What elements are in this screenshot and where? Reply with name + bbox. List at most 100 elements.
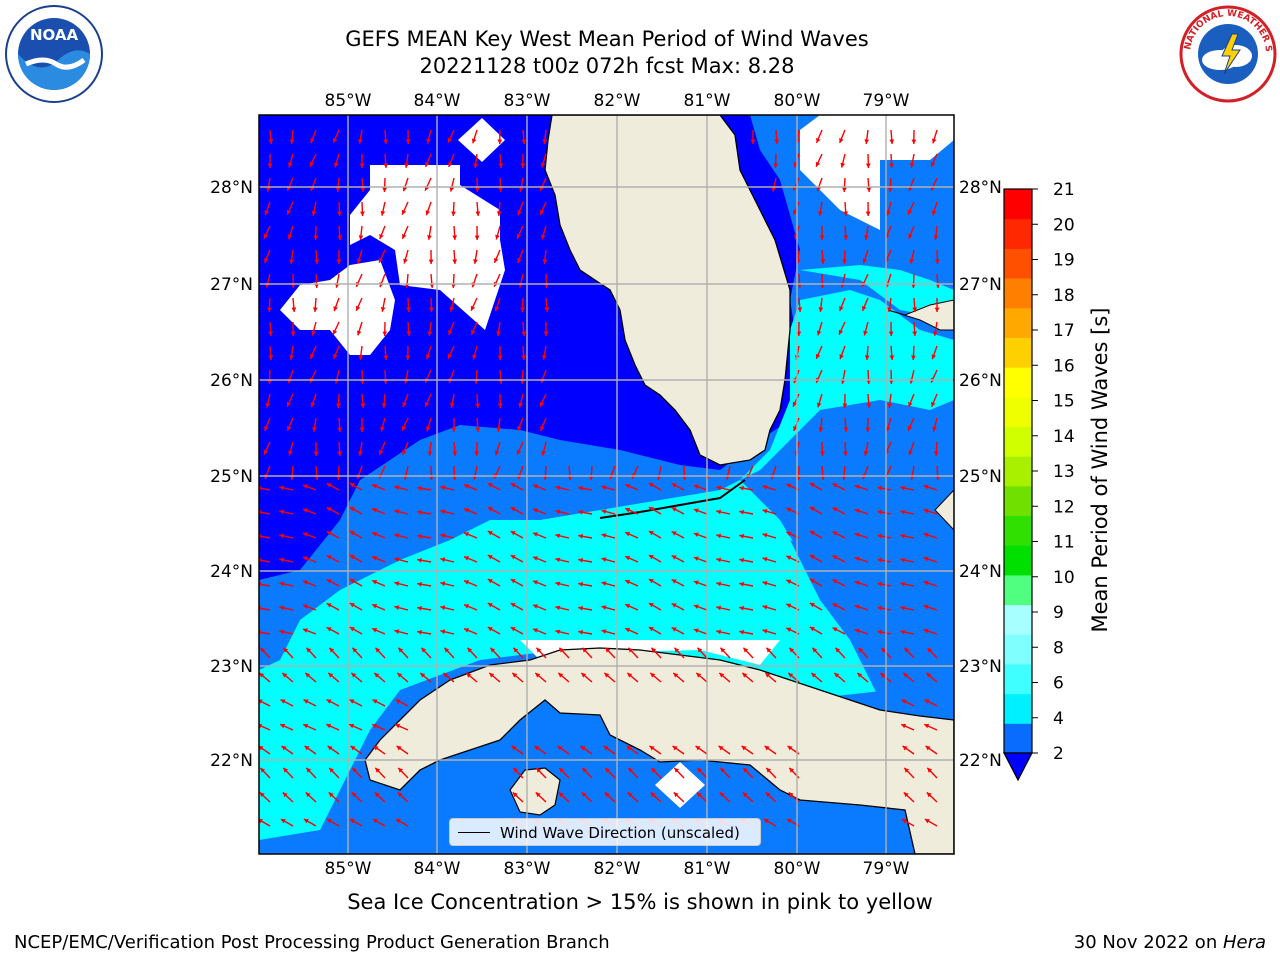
wind-wave-arrowhead <box>693 604 699 609</box>
wind-wave-arrowhead <box>379 234 384 240</box>
wind-wave-arrowhead <box>786 483 792 489</box>
wind-wave-arrowhead <box>312 427 317 432</box>
wind-wave-arrowhead <box>497 139 503 144</box>
wind-wave-arrowhead <box>394 605 400 610</box>
wind-wave-arrowhead <box>394 533 400 538</box>
wind-wave-arrowhead <box>788 792 794 798</box>
wind-wave-arrowhead <box>464 604 470 609</box>
wind-wave-arrowhead <box>426 138 431 144</box>
wind-wave-arrowhead <box>934 307 940 312</box>
colorbar-segment <box>1004 574 1032 606</box>
colorbar-segment <box>1004 545 1032 576</box>
wind-wave-arrowhead <box>333 353 338 359</box>
wind-wave-arrowhead <box>819 235 825 240</box>
wind-wave-arrowhead <box>305 792 311 798</box>
wind-wave-arrowhead <box>693 532 699 537</box>
wind-wave-arrowhead <box>603 745 609 751</box>
lat-tick-label: 22°N <box>959 751 1002 771</box>
wind-wave-arrowhead <box>909 162 915 168</box>
colorbar-segment <box>1004 396 1032 427</box>
colorbar-tick-label: 17 <box>1053 321 1075 341</box>
wind-wave-arrowhead <box>743 647 749 653</box>
wind-wave-arrowhead <box>304 745 310 751</box>
wind-wave-arrowhead <box>581 792 587 798</box>
isla-juventud-land <box>509 767 561 816</box>
wind-wave-arrowhead <box>809 627 815 632</box>
wind-wave-arrowhead <box>815 161 821 167</box>
wind-wave-arrowhead <box>464 580 470 585</box>
wind-wave-arrowhead <box>719 792 725 798</box>
wind-wave-arrowhead <box>510 555 516 560</box>
wind-wave-arrowhead <box>417 557 422 563</box>
wind-wave-arrowhead <box>406 331 412 336</box>
wind-wave-arrowhead <box>786 555 792 561</box>
run-host: Hera <box>1222 932 1266 953</box>
wind-wave-arrowhead <box>512 792 518 798</box>
wind-wave-arrowhead <box>582 767 588 773</box>
wind-wave-arrowhead <box>402 402 407 408</box>
colorbar-tick-label: 18 <box>1053 286 1075 306</box>
wind-wave-arrowhead <box>398 767 404 773</box>
wind-wave-arrowhead <box>718 745 724 751</box>
wind-wave-arrowhead <box>858 647 864 653</box>
colorbar-tick-label: 16 <box>1053 356 1075 376</box>
wind-wave-arrowhead <box>743 767 749 773</box>
lon-tick-label: 81°W <box>684 859 731 879</box>
wind-wave-arrowhead <box>843 211 849 216</box>
wind-wave-arrowhead <box>302 604 308 609</box>
wind-wave-arrowhead <box>312 307 318 312</box>
wind-wave-arrowhead <box>907 425 913 431</box>
wind-wave-arrowhead <box>349 555 355 560</box>
lon-tick-label: 85°W <box>325 91 372 111</box>
wind-wave-arrowhead <box>816 330 822 336</box>
wind-wave-arrowhead <box>449 306 455 312</box>
wind-wave-arrowhead <box>835 647 841 653</box>
wind-wave-arrowhead <box>671 603 677 608</box>
wind-wave-arrowhead <box>818 307 824 312</box>
wind-wave-arrowhead <box>447 353 453 359</box>
wind-wave-arrowhead <box>877 557 883 563</box>
colorbar-segment <box>1004 485 1032 517</box>
wind-wave-arrowhead <box>279 533 285 539</box>
wind-wave-arrowhead <box>536 767 542 773</box>
wind-wave-arrowhead <box>283 647 289 653</box>
florida-keys <box>599 479 746 519</box>
wind-wave-arrowhead <box>578 557 583 563</box>
wind-wave-arrowhead <box>382 331 388 336</box>
wind-wave-arrowhead <box>494 257 499 263</box>
no-data-region <box>655 762 705 808</box>
wind-wave-arrowhead <box>558 672 564 678</box>
wind-wave-arrowhead <box>671 531 677 536</box>
wind-wave-arrowhead <box>580 745 586 751</box>
wind-wave-arrowhead <box>812 647 818 653</box>
wind-wave-arrowhead <box>268 355 274 360</box>
wind-wave-arrowhead <box>440 533 446 539</box>
wind-wave-arrowhead <box>843 427 849 432</box>
lon-tick-label: 79°W <box>863 859 910 879</box>
wind-wave-arrowhead <box>716 509 722 515</box>
wind-wave-arrowhead <box>263 449 269 455</box>
wind-wave-arrowhead <box>766 647 772 653</box>
wind-wave-arrowhead <box>535 672 541 678</box>
wind-wave-arrowhead <box>716 485 722 491</box>
producer-credit: NCEP/EMC/Verification Post Processing Pr… <box>14 932 610 953</box>
wind-wave-arrowhead <box>766 767 772 773</box>
colorbar-segment <box>1004 307 1032 338</box>
wind-wave-arrowhead <box>901 699 907 704</box>
wind-wave-arrowhead <box>360 187 366 192</box>
wind-wave-arrowhead <box>842 403 848 408</box>
wind-wave-arrowhead <box>498 163 504 168</box>
wind-wave-arrowhead <box>326 699 332 704</box>
wind-wave-arrowhead <box>923 604 929 610</box>
wind-wave-arrowhead <box>555 557 561 563</box>
wind-wave-arrowhead <box>281 745 287 751</box>
colorbar-tick-label: 11 <box>1053 533 1075 553</box>
wind-wave-arrowhead <box>816 402 822 408</box>
wind-wave-arrowhead <box>820 259 826 264</box>
no-data-region <box>458 118 505 162</box>
wind-wave-arrowhead <box>313 235 319 240</box>
lat-tick-label: 24°N <box>959 562 1002 582</box>
wind-wave-arrowhead <box>900 629 906 635</box>
wind-wave-arrowhead <box>864 355 870 360</box>
colorbar: 21 20 19 18 17 16 15 14 13 12 11 10 9 8 6 4 2 <box>1003 180 1075 782</box>
